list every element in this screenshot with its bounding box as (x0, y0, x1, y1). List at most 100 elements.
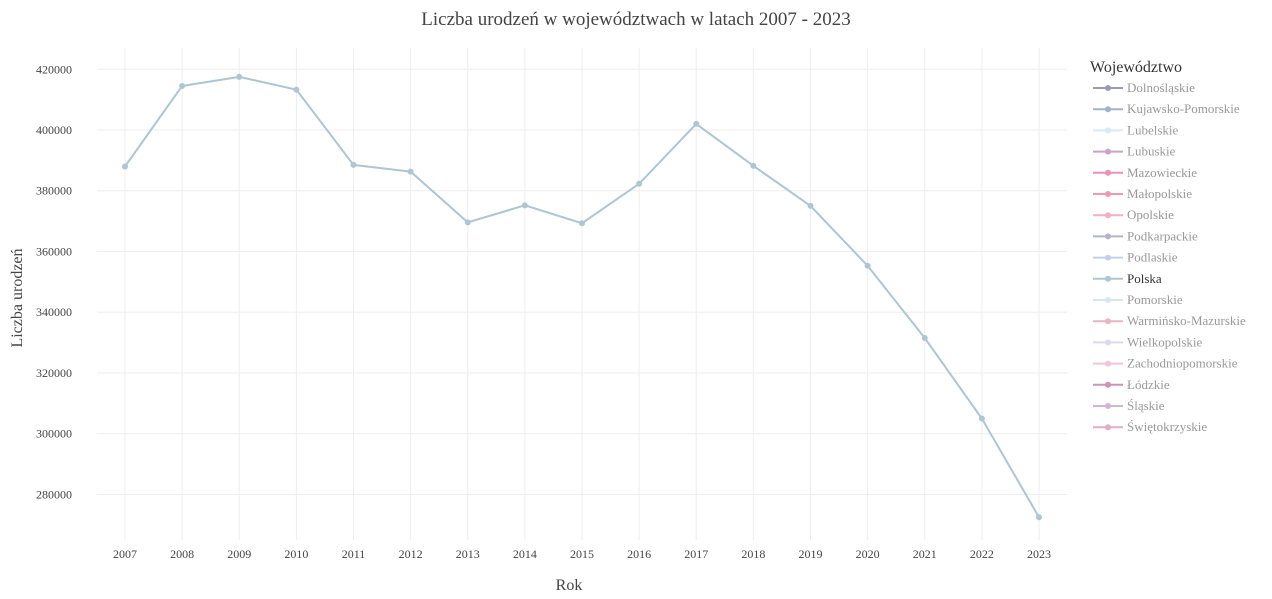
legend-item[interactable]: Kujawsko-Pomorskie (1093, 101, 1240, 116)
legend-swatch-marker (1105, 318, 1111, 325)
legend-item[interactable]: Łódzkie (1093, 377, 1170, 392)
y-tick-label: 420000 (36, 62, 72, 76)
legend-label: Łódzkie (1127, 377, 1170, 392)
data-point[interactable] (179, 82, 186, 89)
data-point[interactable] (122, 163, 128, 170)
chart-title: Liczba urodzeń w województwach w latach … (421, 9, 850, 30)
legend-label: Pomorskie (1127, 292, 1183, 307)
legend-label: Małopolskie (1127, 186, 1192, 201)
legend-label: Kujawsko-Pomorskie (1127, 101, 1240, 116)
y-tick-label: 320000 (36, 366, 72, 380)
axis-layer: 2007 2008 2009 2010 2011 2012 2013 2014 2015 2016… (36, 62, 1051, 561)
legend-label: Wielkopolskie (1127, 334, 1203, 349)
legend-item[interactable]: Lubelskie (1093, 122, 1178, 137)
x-tick-label: 2014 (513, 547, 537, 561)
legend-item[interactable]: Podlaskie (1093, 250, 1178, 265)
legend-swatch-marker (1105, 254, 1111, 261)
data-point[interactable] (1036, 514, 1042, 521)
legend: Województwo Dolnośląskie Kujawsko-Pomorsk… (1090, 59, 1246, 434)
legend-label: Podlaskie (1127, 250, 1178, 265)
y-tick-label: 280000 (36, 487, 72, 501)
data-point[interactable] (407, 168, 414, 175)
legend-swatch-marker (1105, 127, 1111, 134)
y-tick-label: 340000 (36, 305, 72, 319)
x-tick-label: 2022 (970, 547, 994, 561)
legend-label: Dolnośląskie (1127, 80, 1195, 95)
legend-swatch-marker (1105, 360, 1111, 367)
data-point[interactable] (236, 73, 243, 80)
data-point[interactable] (807, 202, 814, 209)
data-point[interactable] (978, 415, 985, 422)
legend-item[interactable]: Opolskie (1093, 207, 1174, 222)
legend-item[interactable]: Polska (1093, 271, 1162, 286)
legend-swatch-marker (1105, 297, 1111, 303)
x-tick-label: 2018 (741, 547, 765, 561)
legend-item[interactable]: Dolnośląskie (1093, 80, 1195, 95)
data-point[interactable] (693, 120, 700, 127)
x-tick-label: 2008 (170, 547, 194, 561)
x-tick-label: 2010 (284, 547, 308, 561)
legend-item[interactable]: Mazowieckie (1093, 165, 1197, 180)
legend-label: Mazowieckie (1127, 165, 1197, 180)
legend-swatch-marker (1105, 424, 1111, 431)
legend-label: Śląskie (1127, 398, 1165, 413)
legend-title: Województwo (1090, 59, 1182, 76)
legend-label: Świętokrzyskie (1127, 419, 1207, 434)
y-tick-label: 400000 (36, 123, 72, 137)
legend-item[interactable]: Śląskie (1093, 398, 1165, 413)
legend-label: Lubelskie (1127, 122, 1178, 137)
legend-item[interactable]: Podkarpackie (1093, 228, 1198, 243)
y-tick-label: 300000 (36, 427, 72, 441)
x-axis-title: Rok (556, 577, 583, 594)
legend-item[interactable]: Małopolskie (1093, 186, 1192, 201)
legend-swatch-marker (1105, 339, 1111, 346)
data-point[interactable] (921, 335, 928, 342)
y-axis-title: Liczba urodzeń (9, 248, 26, 347)
data-point[interactable] (521, 202, 528, 209)
legend-swatch-marker (1105, 148, 1111, 155)
legend-item[interactable]: Świętokrzyskie (1093, 419, 1207, 434)
x-tick-label: 2023 (1027, 547, 1051, 561)
legend-item[interactable]: Warmińsko-Mazurskie (1093, 313, 1246, 328)
legend-item[interactable]: Zachodniopomorskie (1093, 356, 1238, 371)
data-point[interactable] (293, 86, 300, 93)
legend-item[interactable]: Wielkopolskie (1093, 334, 1203, 349)
legend-label: Podkarpackie (1127, 228, 1198, 243)
y-tick-label: 360000 (36, 244, 72, 258)
legend-label: Lubuskie (1127, 144, 1176, 159)
legend-label: Warmińsko-Mazurskie (1127, 313, 1246, 328)
x-tick-label: 2021 (913, 547, 937, 561)
legend-swatch-marker (1105, 233, 1111, 240)
legend-swatch-marker (1105, 275, 1111, 282)
data-point[interactable] (636, 180, 643, 187)
data-point[interactable] (464, 219, 471, 226)
legend-item[interactable]: Pomorskie (1093, 292, 1183, 307)
legend-swatch-marker (1105, 169, 1111, 176)
x-tick-label: 2017 (684, 547, 708, 561)
legend-swatch-marker (1105, 381, 1111, 388)
legend-label: Polska (1127, 271, 1162, 286)
legend-swatch-marker (1105, 106, 1111, 113)
legend-swatch-marker (1105, 191, 1111, 197)
legend-label: Zachodniopomorskie (1127, 356, 1238, 371)
x-tick-label: 2007 (113, 547, 137, 561)
x-tick-label: 2016 (627, 547, 651, 561)
grid-layer (97, 48, 1067, 540)
x-tick-label: 2015 (570, 547, 594, 561)
x-tick-label: 2012 (399, 547, 423, 561)
data-point[interactable] (579, 220, 585, 227)
data-point[interactable] (864, 262, 871, 269)
legend-item[interactable]: Lubuskie (1093, 144, 1176, 159)
x-tick-label: 2011 (342, 547, 366, 561)
x-tick-label: 2013 (456, 547, 480, 561)
x-tick-label: 2019 (799, 547, 823, 561)
data-point[interactable] (750, 162, 757, 169)
x-tick-label: 2009 (227, 547, 251, 561)
legend-swatch-marker (1105, 403, 1111, 409)
data-point[interactable] (350, 161, 357, 168)
x-tick-label: 2020 (856, 547, 880, 561)
legend-swatch-marker (1105, 85, 1111, 91)
y-tick-label: 380000 (36, 184, 72, 198)
